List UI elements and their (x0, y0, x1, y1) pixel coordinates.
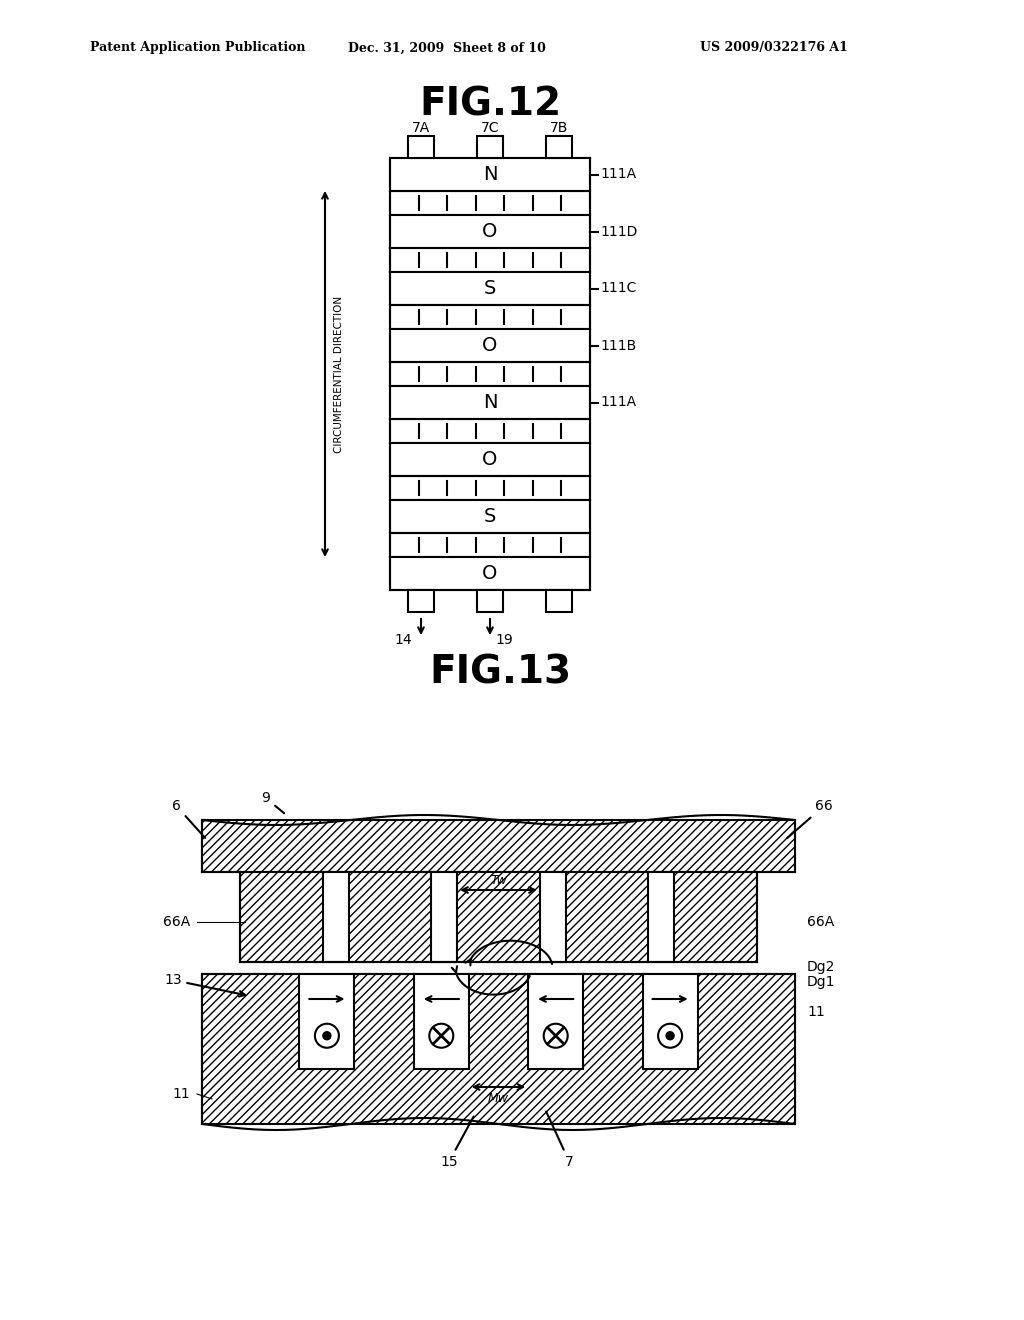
Bar (477, 136, 503, 158)
Text: 111A: 111A (600, 396, 636, 409)
Text: 7C: 7C (480, 121, 500, 135)
Text: O: O (482, 337, 498, 355)
Bar (390, 444, 590, 477)
Text: FIG.13: FIG.13 (429, 653, 571, 690)
Bar (648, 873, 675, 962)
Bar (390, 385, 590, 418)
Bar (546, 590, 572, 612)
Bar (390, 329, 590, 362)
Text: 111A: 111A (600, 168, 636, 181)
Text: CIRCUMFERENTIAL DIRECTION: CIRCUMFERENTIAL DIRECTION (334, 296, 344, 453)
Text: 66A: 66A (163, 915, 190, 928)
Text: O: O (482, 564, 498, 583)
Text: Dg2: Dg2 (807, 960, 836, 974)
Bar (414, 974, 469, 1069)
Text: 66: 66 (787, 799, 833, 838)
Text: 111B: 111B (600, 338, 636, 352)
Bar (202, 820, 795, 873)
Text: O: O (482, 222, 498, 242)
Text: Mw: Mw (488, 1093, 509, 1106)
Text: 14: 14 (394, 634, 412, 647)
Bar (431, 873, 457, 962)
Circle shape (323, 1032, 331, 1040)
Bar (546, 136, 572, 158)
Bar (408, 136, 434, 158)
Text: 111C: 111C (600, 281, 636, 296)
Text: 11: 11 (807, 1005, 824, 1019)
Text: 7A: 7A (412, 121, 430, 135)
Bar (643, 974, 697, 1069)
Bar (390, 272, 590, 305)
Text: 19: 19 (496, 634, 513, 647)
Bar (390, 557, 590, 590)
Bar (390, 215, 590, 248)
Text: Patent Application Publication: Patent Application Publication (90, 41, 305, 54)
Text: Dg1: Dg1 (807, 975, 836, 989)
Text: 111D: 111D (600, 224, 637, 239)
Text: 6: 6 (172, 799, 205, 838)
Text: 15: 15 (440, 1117, 474, 1170)
Text: 13: 13 (164, 973, 245, 997)
Bar (323, 873, 348, 962)
Text: N: N (482, 165, 498, 183)
Text: 7B: 7B (550, 121, 568, 135)
Circle shape (666, 1032, 674, 1040)
Text: Dec. 31, 2009  Sheet 8 of 10: Dec. 31, 2009 Sheet 8 of 10 (348, 41, 546, 54)
Bar (408, 590, 434, 612)
Bar (202, 974, 795, 1125)
Text: US 2009/0322176 A1: US 2009/0322176 A1 (700, 41, 848, 54)
Text: 11: 11 (172, 1086, 190, 1101)
Bar (240, 873, 757, 962)
Text: O: O (482, 450, 498, 469)
Text: Tw: Tw (490, 874, 507, 887)
Text: 9: 9 (261, 791, 284, 813)
Bar (528, 974, 584, 1069)
Text: FIG.12: FIG.12 (419, 86, 561, 124)
Text: S: S (483, 279, 497, 298)
Bar (477, 590, 503, 612)
Bar (540, 873, 566, 962)
Text: 7: 7 (546, 1111, 573, 1170)
Bar (299, 974, 354, 1069)
Bar (390, 158, 590, 191)
Text: S: S (483, 507, 497, 525)
Text: 66A: 66A (807, 915, 835, 928)
Text: N: N (482, 393, 498, 412)
Bar (390, 500, 590, 533)
